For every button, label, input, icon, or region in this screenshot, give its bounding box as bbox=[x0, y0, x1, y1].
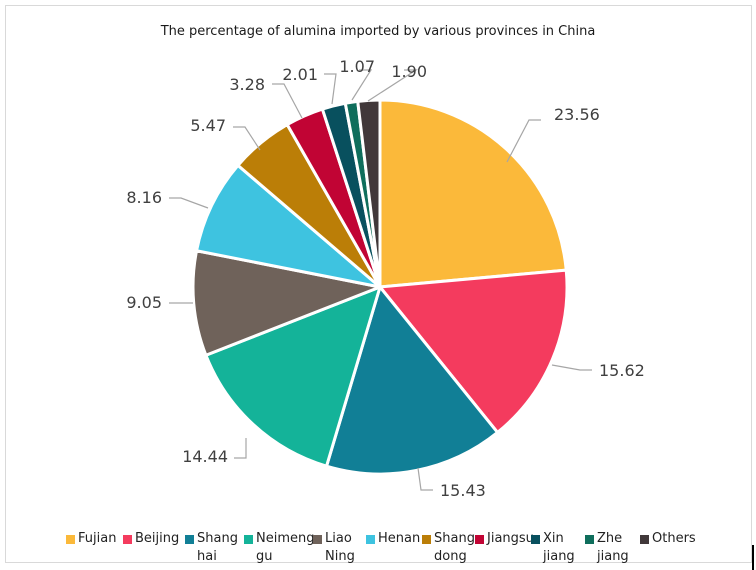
pie-slices bbox=[191, 98, 569, 476]
data-label: 14.44 bbox=[182, 447, 228, 466]
legend-swatch bbox=[475, 535, 484, 544]
legend-label: Zhe jiang bbox=[597, 531, 629, 564]
legend-swatch bbox=[366, 535, 375, 544]
legend-item-jiangsu: Jiangsu bbox=[475, 530, 534, 548]
legend-item-others: Others bbox=[640, 530, 696, 548]
legend-swatch bbox=[313, 535, 322, 544]
legend-label: Henan bbox=[378, 531, 421, 546]
data-label: 1.07 bbox=[339, 57, 375, 76]
leader-line bbox=[351, 69, 373, 101]
data-label: 15.62 bbox=[599, 361, 645, 380]
data-label: 1.90 bbox=[391, 62, 427, 81]
data-label: 9.05 bbox=[126, 293, 162, 312]
leader-line bbox=[169, 197, 209, 209]
legend-item-xinjiang: Xin jiang bbox=[531, 530, 575, 566]
legend-item-neimenggu: Neimeng gu bbox=[244, 530, 315, 566]
legend-item-beijing: Beijing bbox=[123, 530, 179, 548]
legend-label: Xin jiang bbox=[543, 531, 575, 564]
legend-swatch bbox=[66, 535, 75, 544]
data-label: 5.47 bbox=[190, 116, 226, 135]
legend-item-fujian: Fujian bbox=[66, 530, 116, 548]
legend-swatch bbox=[531, 535, 540, 544]
data-label: 15.43 bbox=[440, 481, 486, 500]
leader-line bbox=[367, 69, 419, 102]
legend-label: Shang dong bbox=[434, 531, 475, 564]
legend-label: Shang hai bbox=[197, 531, 238, 564]
legend-label: Fujian bbox=[78, 531, 117, 546]
pie-slice-henan bbox=[195, 163, 382, 289]
legend-swatch bbox=[640, 535, 649, 544]
legend-item-liao-ning: Liao Ning bbox=[313, 530, 355, 566]
pie-slice-beijing bbox=[378, 268, 569, 434]
pie-slice-liao-ning bbox=[191, 249, 382, 357]
legend-label: Beijing bbox=[135, 531, 180, 546]
pie-slice-neimenggu bbox=[204, 285, 382, 468]
leader-line bbox=[324, 73, 337, 105]
legend-item-henan: Henan bbox=[366, 530, 420, 548]
legend-label: Liao Ning bbox=[325, 531, 355, 564]
legend-item-zhejiang: Zhe jiang bbox=[585, 530, 629, 566]
legend-swatch bbox=[422, 535, 431, 544]
legend-swatch bbox=[244, 535, 253, 544]
legend-item-shandong: Shang dong bbox=[422, 530, 475, 566]
pie-slice-fujian bbox=[378, 98, 568, 289]
data-labels: 23.56 15.62 15.43 14.44 9.05 8.16 5.47 3.28 2.01… bbox=[126, 57, 644, 500]
legend-label: Neimeng gu bbox=[256, 531, 315, 564]
chart-title: The percentage of alumina imported by va… bbox=[160, 24, 596, 39]
legend-swatch bbox=[185, 535, 194, 544]
leader-line bbox=[272, 83, 303, 119]
leader-line bbox=[417, 467, 433, 491]
leader-line bbox=[234, 438, 247, 459]
text-cursor bbox=[752, 545, 754, 570]
pie-slice-shanghai bbox=[325, 285, 500, 476]
leader-line bbox=[551, 364, 592, 371]
leader-line bbox=[233, 126, 261, 151]
legend-item-shanghai: Shang hai bbox=[185, 530, 238, 566]
data-label: 8.16 bbox=[126, 188, 162, 207]
leader-line bbox=[506, 119, 541, 163]
data-label: 3.28 bbox=[229, 75, 265, 94]
legend-label: Jiangsu bbox=[487, 531, 534, 546]
legend-swatch bbox=[585, 535, 594, 544]
legend-label: Others bbox=[652, 531, 696, 546]
leader-lines bbox=[169, 69, 592, 491]
data-label: 2.01 bbox=[282, 65, 318, 84]
data-label: 23.56 bbox=[554, 105, 600, 124]
legend-swatch bbox=[123, 535, 132, 544]
